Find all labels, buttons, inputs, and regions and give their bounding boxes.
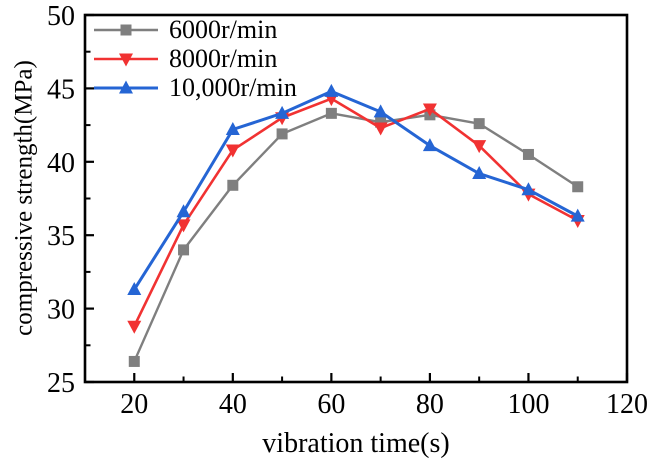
y-tick-label: 40 (47, 148, 75, 179)
x-tick-label: 80 (416, 389, 444, 420)
series-2-triangle-up-marker (570, 208, 585, 222)
series-2-triangle-up-marker (472, 166, 487, 180)
x-tick-label: 20 (120, 389, 148, 420)
y-tick-label: 30 (47, 295, 75, 326)
series-2-triangle-up-marker (275, 105, 290, 119)
legend-item-10000: 10,000r/min (92, 73, 297, 102)
series-0-square-marker (375, 116, 387, 128)
series-0-square-marker (227, 179, 239, 191)
series-0-square-marker (522, 148, 534, 160)
legend-square-marker-icon (120, 24, 132, 35)
y-tick-label: 45 (47, 74, 75, 105)
series-1-triangle-down-marker (422, 103, 437, 117)
series-0-square-marker (128, 355, 140, 367)
series-2-triangle-up-marker (324, 83, 339, 97)
series-1-triangle-down-marker (373, 122, 388, 136)
x-tick-label: 100 (507, 389, 549, 420)
legend-item-8000: 8000r/min (92, 44, 297, 73)
series-1-line (133, 97, 579, 327)
legend-swatch-triangle-down-marker-icon (94, 53, 158, 66)
x-tick-label: 60 (317, 389, 345, 420)
x-axis-title: vibration time(s) (262, 428, 450, 459)
series-2-triangle-up-marker (521, 182, 536, 196)
series-0-square-marker (473, 118, 485, 130)
series-1-triangle-down-marker (127, 320, 142, 334)
series-0-square-marker (178, 244, 190, 256)
series-2-triangle-up-marker (225, 122, 240, 136)
legend: 6000r/min 8000r/min 10,000r/min (92, 15, 297, 102)
legend-item-6000: 6000r/min (92, 15, 297, 44)
series-1-triangle-down-marker (472, 140, 487, 154)
legend-triangle-down-marker-icon (119, 53, 133, 66)
x-tick-label: 120 (606, 389, 648, 420)
legend-label: 10,000r/min (169, 72, 297, 102)
x-tick-label: 40 (219, 389, 247, 420)
legend-swatch-triangle-up-marker-icon (94, 80, 158, 93)
legend-label: 6000r/min (169, 14, 278, 44)
series-1-triangle-down-marker (225, 144, 240, 158)
series-0-square-marker (276, 128, 288, 140)
legend-label: 8000r/min (169, 43, 278, 73)
series-2-triangle-up-marker (127, 282, 142, 296)
y-tick-label: 25 (47, 368, 75, 399)
series-2-triangle-up-marker (373, 104, 388, 118)
series-0-square-marker (325, 107, 337, 119)
series-2-triangle-up-marker (422, 138, 437, 152)
series-2-triangle-up-marker (176, 204, 191, 218)
series-0-line (133, 112, 579, 362)
series-0-square-marker (572, 181, 584, 193)
y-tick-label: 35 (47, 221, 75, 252)
series-2-line (133, 89, 579, 291)
legend-swatch-square-marker-icon (94, 24, 158, 35)
y-tick-label: 50 (47, 1, 75, 32)
series-1-triangle-down-marker (176, 219, 191, 233)
y-axis-title: compressive strength(MPa) (10, 60, 38, 336)
legend-triangle-up-marker-icon (119, 80, 133, 93)
